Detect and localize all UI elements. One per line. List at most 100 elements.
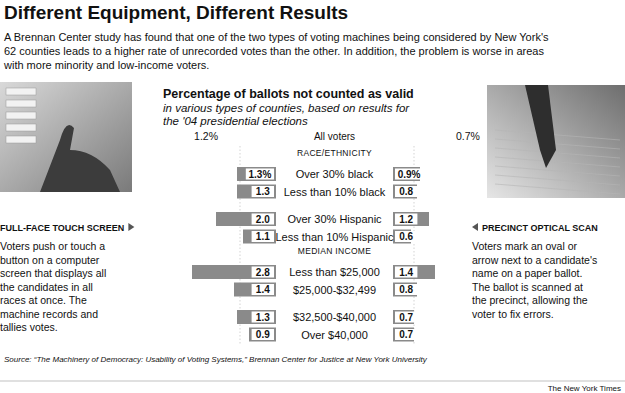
bar bbox=[237, 310, 276, 324]
data-label-box bbox=[395, 267, 417, 278]
photo-detail bbox=[495, 130, 620, 140]
data-label: 1.3 bbox=[256, 186, 270, 197]
bar bbox=[192, 265, 276, 279]
photo-hand bbox=[40, 125, 120, 192]
bar bbox=[237, 185, 276, 199]
bar bbox=[393, 167, 420, 181]
rule bbox=[0, 381, 625, 382]
bar bbox=[249, 328, 276, 342]
bar bbox=[234, 283, 276, 297]
panel-description: the precinct, allowing the bbox=[472, 294, 588, 306]
panel-description: machine records and bbox=[0, 308, 98, 320]
data-label-box bbox=[252, 186, 274, 197]
category-label: Less than 10% Hispanic bbox=[275, 231, 394, 243]
category-label: Over 30% black bbox=[296, 168, 374, 180]
chart-title: Percentage of ballots not counted as val… bbox=[163, 87, 414, 101]
bar bbox=[393, 212, 429, 226]
category-label: Over $40,000 bbox=[301, 329, 368, 341]
bar bbox=[216, 212, 276, 226]
photo-detail bbox=[495, 139, 620, 149]
data-label: 0.8 bbox=[399, 186, 413, 197]
panel-description: races at once. The bbox=[0, 294, 87, 306]
panel-description: Voters mark an oval or bbox=[472, 240, 578, 252]
data-label: 1.2 bbox=[399, 214, 413, 225]
reference-value-label: 0.7% bbox=[456, 130, 480, 142]
data-label-box bbox=[395, 231, 417, 242]
bars-right bbox=[393, 167, 435, 342]
panel-description: button on a computer bbox=[0, 254, 100, 266]
data-label-box bbox=[252, 231, 274, 242]
data-label-box bbox=[395, 214, 417, 225]
data-label: 1.3% bbox=[249, 169, 272, 180]
data-label-box bbox=[246, 169, 274, 180]
data-label: 1.3 bbox=[256, 312, 270, 323]
bar bbox=[393, 283, 417, 297]
group-header: MEDIAN INCOME bbox=[298, 246, 371, 256]
chart-subtitle: in various types of counties, based on r… bbox=[163, 102, 410, 114]
bar bbox=[237, 167, 276, 181]
photo-optical-scan bbox=[487, 85, 625, 198]
data-label: 0.9 bbox=[256, 329, 270, 340]
photo-detail bbox=[495, 166, 620, 176]
group-header: RACE/ETHNICITY bbox=[297, 148, 372, 158]
panel-description: Voters push or touch a bbox=[0, 240, 105, 252]
data-label-box bbox=[252, 267, 274, 278]
photo-hand bbox=[525, 85, 556, 168]
intro-line: 62 counties leads to a higher rate of un… bbox=[4, 45, 544, 57]
data-label: 2.8 bbox=[256, 267, 270, 278]
photo-detail bbox=[495, 175, 620, 185]
series-label: PRECINCT OPTICAL SCAN bbox=[482, 223, 598, 233]
panel-description: voter to fix errors. bbox=[472, 308, 554, 320]
data-label-box bbox=[252, 214, 274, 225]
photo-detail bbox=[495, 184, 620, 194]
data-label: 0.8 bbox=[399, 284, 413, 295]
data-label-box bbox=[395, 284, 417, 295]
data-label: 0.9% bbox=[398, 169, 421, 180]
category-label: $32,500-$40,000 bbox=[293, 311, 376, 323]
bars-left bbox=[192, 167, 276, 342]
data-label: 0.7 bbox=[399, 329, 413, 340]
panel-description: tallies votes. bbox=[0, 321, 58, 333]
data-label: 1.4 bbox=[256, 284, 270, 295]
source: Source: “The Machinery of Democracy: Usa… bbox=[4, 355, 428, 364]
photo-detail bbox=[495, 148, 620, 158]
title: Different Equipment, Different Results bbox=[4, 2, 348, 23]
panel-description: name on a paper ballot. bbox=[472, 267, 582, 279]
credit: The New York Times bbox=[548, 384, 621, 393]
intro-line: with more minority and low-income voters… bbox=[3, 59, 209, 71]
data-label: 2.0 bbox=[256, 214, 270, 225]
intro-line: A Brennan Center study has found that on… bbox=[4, 31, 549, 43]
category-label: $25,000-$32,499 bbox=[293, 284, 376, 296]
photo-detail bbox=[495, 157, 620, 167]
chart-subtitle: the '04 presidential elections bbox=[163, 115, 308, 127]
data-label: 1.4 bbox=[399, 267, 413, 278]
bar bbox=[393, 185, 417, 199]
series-label: FULL-FACE TOUCH SCREEN bbox=[0, 223, 124, 233]
data-label-box bbox=[395, 329, 417, 340]
category-label: Less than $25,000 bbox=[289, 266, 380, 278]
data-label: 0.7 bbox=[399, 312, 413, 323]
pointer bbox=[472, 223, 478, 231]
bar bbox=[393, 265, 435, 279]
panel-description: arrow next to a candidate's bbox=[472, 254, 597, 266]
photo-detail bbox=[6, 112, 36, 119]
photo-detail bbox=[6, 136, 36, 143]
category-label: Over 30% Hispanic bbox=[287, 213, 382, 225]
photo-touch-screen bbox=[0, 82, 132, 192]
data-label: 0.6 bbox=[399, 231, 413, 242]
data-label-box bbox=[252, 312, 274, 323]
data-label-box bbox=[395, 186, 417, 197]
panel-description: The ballot is scanned at bbox=[472, 281, 583, 293]
data-label-box bbox=[395, 169, 423, 180]
figure: Different Equipment, Different Results A … bbox=[0, 0, 625, 393]
data-labels: 1.3%0.9%1.30.82.01.21.10.62.81.41.40.81.… bbox=[246, 169, 423, 341]
photo-detail bbox=[6, 88, 36, 95]
photo-detail bbox=[6, 124, 36, 131]
photo-detail bbox=[6, 100, 36, 107]
data-label-box bbox=[252, 284, 274, 295]
data-label-box bbox=[252, 329, 274, 340]
panel-description: screen that displays all bbox=[0, 267, 106, 279]
reference-label: All voters bbox=[314, 131, 355, 142]
panel-description: the candidates in all bbox=[0, 281, 93, 293]
data-label-box bbox=[395, 312, 417, 323]
